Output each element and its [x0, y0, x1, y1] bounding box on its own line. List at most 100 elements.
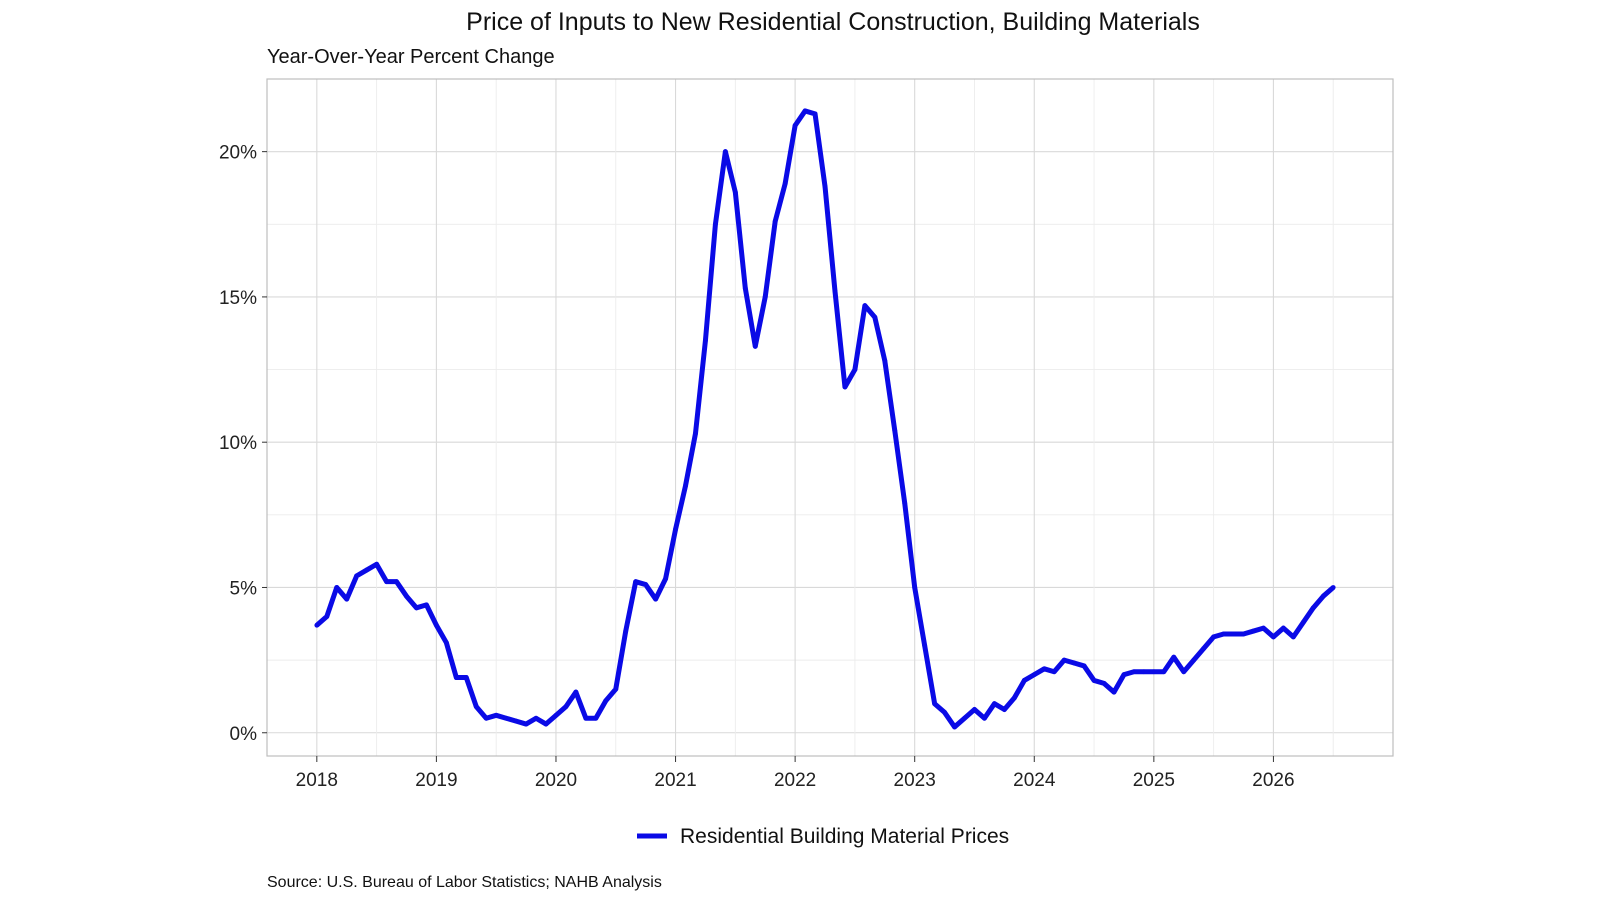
data-point	[453, 675, 459, 680]
data-point	[1061, 657, 1067, 663]
data-point	[1231, 631, 1236, 637]
data-point	[982, 715, 987, 721]
data-point	[683, 483, 688, 489]
data-point	[952, 724, 957, 730]
data-point	[703, 338, 708, 343]
data-point	[483, 715, 489, 721]
data-point	[782, 181, 788, 187]
data-point	[693, 431, 698, 436]
data-point	[1320, 593, 1326, 599]
data-point	[882, 358, 888, 364]
data-point	[414, 605, 419, 611]
data-point	[643, 582, 649, 587]
data-point	[513, 718, 519, 724]
axis-ticks: 0% 5% 10% 15% 20% 2018 2019 2020 2021 2022 2023 202…	[219, 143, 1295, 791]
data-point	[1271, 634, 1276, 640]
data-point	[762, 294, 768, 300]
x-tick-label: 2024	[1013, 770, 1056, 791]
data-point	[1031, 672, 1037, 678]
series-layer	[314, 108, 1336, 730]
data-point	[374, 561, 380, 567]
data-point	[493, 712, 499, 718]
data-point	[613, 686, 619, 692]
data-point	[1021, 678, 1027, 683]
data-point	[344, 596, 350, 602]
data-point	[992, 701, 997, 707]
data-point	[1111, 689, 1117, 695]
y-tick-label: 5%	[230, 578, 258, 599]
y-tick-label: 20%	[219, 143, 257, 164]
series-line-residential-building-material-prices	[315, 108, 1335, 730]
data-point	[732, 189, 738, 195]
data-point	[892, 428, 898, 433]
data-point	[633, 579, 639, 585]
data-point	[1191, 657, 1197, 663]
data-point	[583, 715, 589, 721]
grid	[267, 79, 1393, 756]
data-point	[1221, 631, 1226, 637]
x-tick-label: 2023	[894, 770, 936, 791]
legend-label: Residential Building Material Prices	[680, 825, 1009, 848]
chart-subtitle: Year-Over-Year Percent Change	[267, 46, 555, 68]
data-point	[1041, 666, 1047, 672]
data-point	[1310, 605, 1316, 611]
data-point	[394, 579, 399, 585]
data-point	[653, 596, 659, 602]
x-tick-label: 2026	[1252, 770, 1294, 791]
data-point	[1171, 654, 1177, 660]
data-point	[1131, 669, 1137, 675]
data-point	[533, 715, 539, 721]
data-point	[404, 593, 409, 599]
data-point	[1261, 625, 1266, 631]
x-tick-label: 2022	[774, 770, 816, 791]
data-point	[1091, 678, 1097, 683]
data-point	[832, 288, 838, 294]
data-point	[523, 721, 529, 727]
data-point	[543, 721, 549, 727]
data-point	[603, 698, 609, 704]
data-point	[812, 111, 818, 117]
data-point	[1001, 707, 1007, 712]
data-point	[573, 689, 579, 695]
data-point	[772, 218, 778, 224]
data-point	[792, 123, 798, 128]
data-point	[563, 704, 569, 710]
data-point	[1280, 625, 1286, 631]
data-point	[872, 314, 878, 320]
data-point	[434, 622, 439, 628]
y-tick-label: 10%	[219, 433, 257, 454]
data-point	[1251, 628, 1256, 634]
data-point	[742, 285, 748, 291]
data-point	[1121, 672, 1127, 678]
source-note: Source: U.S. Bureau of Labor Statistics;…	[267, 874, 662, 891]
data-point	[463, 675, 469, 680]
data-point	[473, 704, 479, 710]
data-point	[623, 628, 629, 634]
data-point	[1081, 663, 1087, 669]
data-point	[593, 715, 599, 721]
data-point	[1141, 669, 1147, 675]
data-point	[364, 567, 370, 573]
data-point	[922, 643, 928, 648]
data-point	[962, 715, 967, 721]
x-tick-label: 2020	[535, 770, 577, 791]
data-point	[802, 108, 808, 114]
data-point	[1290, 634, 1296, 640]
data-point	[1300, 619, 1306, 625]
data-point	[972, 707, 977, 712]
data-point	[1101, 680, 1107, 686]
data-point	[842, 384, 848, 390]
plot-panel	[266, 78, 1394, 757]
data-point	[424, 602, 429, 608]
x-tick-label: 2025	[1133, 770, 1175, 791]
data-point	[1241, 631, 1246, 637]
data-point	[1330, 585, 1336, 590]
data-point	[1161, 669, 1167, 675]
data-point	[1071, 660, 1077, 666]
data-point	[443, 640, 449, 646]
data-point	[334, 585, 340, 590]
data-point	[1181, 669, 1187, 675]
x-tick-label: 2018	[296, 770, 338, 791]
data-point	[713, 221, 718, 227]
